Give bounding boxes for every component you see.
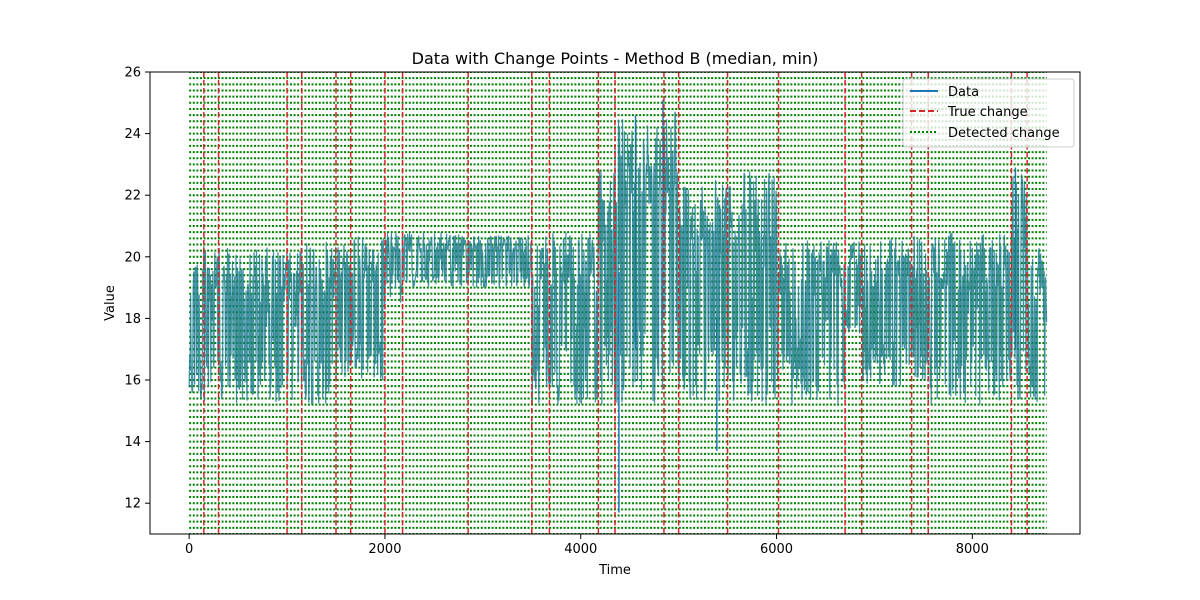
y-tick-label: 22 xyxy=(124,189,141,204)
y-tick-label: 16 xyxy=(124,374,141,389)
x-tick-label: 6000 xyxy=(760,542,793,557)
y-axis-label: Value xyxy=(103,285,118,321)
plot-frame xyxy=(149,71,1081,535)
legend-box xyxy=(902,78,1075,148)
y-tick-label: 20 xyxy=(124,250,141,265)
x-axis: 0 2000 4000 6000 8000 xyxy=(185,534,989,557)
x-tick-label: 2000 xyxy=(368,542,401,557)
y-tick-label: 12 xyxy=(124,497,141,512)
legend-true-change-label: True change xyxy=(947,105,1028,120)
y-tick-label: 24 xyxy=(124,127,141,142)
y-tick-label: 18 xyxy=(124,312,141,327)
data-line xyxy=(188,111,1048,405)
legend-detected-change-label: Detected change xyxy=(948,126,1060,141)
y-tick-label: 14 xyxy=(124,435,141,450)
plot-area xyxy=(149,71,1081,535)
chart-title: Data with Change Points - Method B (medi… xyxy=(412,49,819,68)
legend-data-label: Data xyxy=(948,85,979,100)
y-axis: 12 14 16 18 20 22 24 26 xyxy=(124,66,150,512)
true-change-lines xyxy=(203,72,1028,534)
x-tick-label: 0 xyxy=(185,542,193,557)
x-axis-label: Time xyxy=(598,563,631,578)
data-line-overlay xyxy=(188,111,1047,405)
legend: Data True change Detected change xyxy=(902,78,1075,148)
data-series xyxy=(188,99,1048,513)
x-tick-label: 8000 xyxy=(956,542,989,557)
x-tick-label: 4000 xyxy=(564,542,597,557)
y-tick-label: 26 xyxy=(124,66,141,81)
